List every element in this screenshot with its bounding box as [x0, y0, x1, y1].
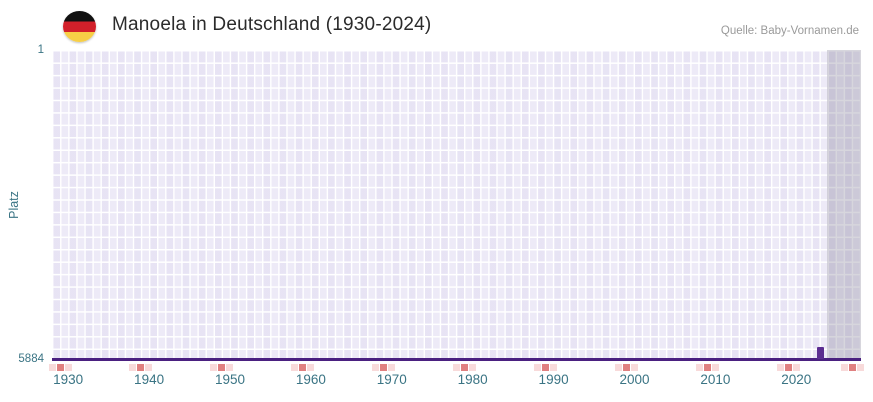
x-tick-label: 2010 — [700, 372, 731, 387]
data-point-bar — [817, 346, 825, 359]
y-tick-bottom: 5884 — [18, 353, 44, 365]
x-tick-label: 1940 — [134, 372, 165, 387]
x-tick-label: 1950 — [214, 372, 245, 387]
decade-tick-marker — [622, 364, 630, 371]
x-tick-label: 2020 — [781, 372, 812, 387]
highlight-band — [827, 50, 861, 361]
decade-tick-marker — [849, 364, 857, 371]
decade-tick-marker — [218, 364, 226, 371]
rank-baseline — [52, 358, 861, 361]
plot-area — [52, 50, 861, 371]
decade-tick-marker — [56, 364, 64, 371]
source-label: Quelle: Baby-Vornamen.de — [720, 25, 859, 37]
decade-tick-marker — [541, 364, 549, 371]
decade-tick-marker — [299, 364, 307, 371]
x-tick-label: 1960 — [295, 372, 326, 387]
y-axis-label: Platz — [7, 191, 21, 219]
chart-title: Manoela in Deutschland (1930-2024) — [112, 14, 432, 35]
x-axis-tick-row: 1930 1940 1950 1960 1970 1980 1990 2000 2010 2020 — [52, 372, 861, 392]
x-tick-label: 1990 — [538, 372, 569, 387]
x-tick-label: 2000 — [619, 372, 650, 387]
x-tick-label: 1970 — [376, 372, 407, 387]
y-tick-top: 1 — [37, 44, 44, 56]
x-tick-label: 1980 — [457, 372, 488, 387]
decade-tick-marker — [461, 364, 469, 371]
decade-tick-marker — [380, 364, 388, 371]
x-tick-label: 1930 — [53, 372, 84, 387]
decade-tick-marker — [784, 364, 792, 371]
decade-tick-marker — [703, 364, 711, 371]
decade-tick-marker — [137, 364, 145, 371]
german-flag-icon — [63, 11, 96, 42]
